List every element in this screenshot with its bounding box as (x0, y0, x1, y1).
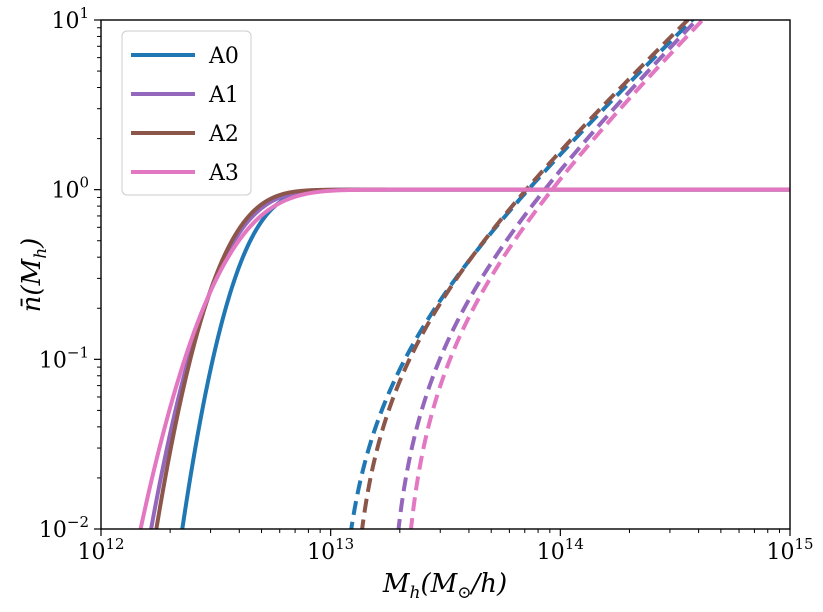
legend-box (121, 30, 252, 196)
series-A3-central-line (138, 187, 790, 529)
series-A2-satellite-line (360, 20, 691, 529)
legend: A0 A1 A2 A3 (121, 30, 252, 196)
y-tick-label: 10−2 (39, 513, 89, 543)
series-layer (138, 20, 790, 529)
series-A0-satellite-line (349, 20, 695, 529)
legend-label-A0: A0 (208, 44, 239, 69)
legend-label-A3: A3 (208, 161, 239, 186)
y-tick-label: 10−1 (39, 343, 89, 373)
x-tick-label: 1013 (307, 535, 354, 565)
series-A1-satellite-line (396, 20, 700, 529)
y-tick-label: 100 (51, 174, 89, 204)
x-tick-label: 1015 (766, 535, 813, 565)
x-tick-label: 1014 (537, 535, 584, 565)
plot-frame (100, 19, 791, 530)
legend-label-A1: A1 (208, 83, 239, 108)
legend-label-A2: A2 (208, 122, 239, 147)
x-tick-label: 1012 (77, 535, 124, 565)
x-axis-label: Mh(M⊙/h) (382, 569, 507, 603)
ticks-layer: 1012 1013 1014 1015 10−2 10−1 100 101 (39, 4, 814, 565)
y-tick-label: 101 (51, 4, 89, 34)
